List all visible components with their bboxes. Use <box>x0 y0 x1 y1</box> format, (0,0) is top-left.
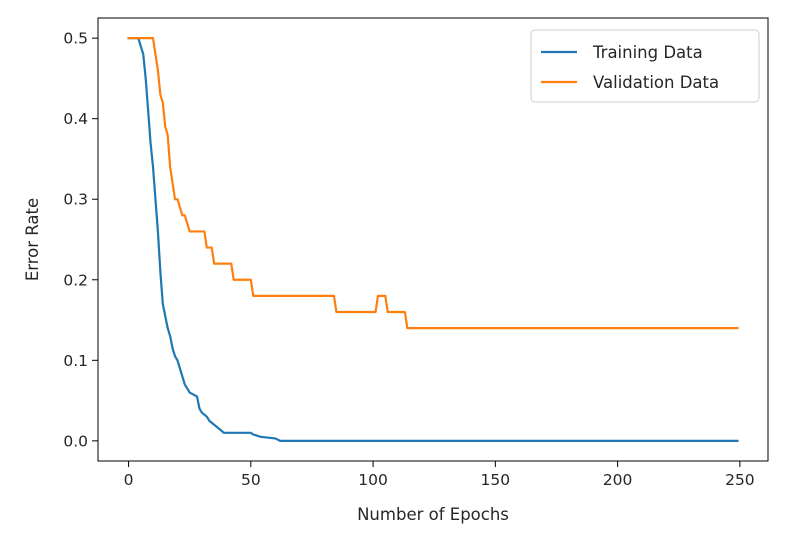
y-tick-label: 0.0 <box>63 432 88 450</box>
y-tick-label: 0.1 <box>63 352 88 370</box>
y-tick-label: 0.4 <box>63 110 88 128</box>
x-tick-label: 50 <box>241 471 261 489</box>
legend-label-training-data: Training Data <box>592 43 703 62</box>
legend: Training Data Validation Data <box>530 29 760 103</box>
y-tick-label: 0.2 <box>63 271 88 289</box>
series-line-validation-data <box>127 37 739 330</box>
y-axis-label: Error Rate <box>23 198 42 281</box>
x-tick-label: 250 <box>725 471 755 489</box>
x-tick-label: 0 <box>124 471 134 489</box>
x-tick-label: 150 <box>481 471 511 489</box>
legend-box <box>530 29 760 103</box>
plot-frame <box>97 17 769 462</box>
axis-ticks: 0 50 100 150 200 250 0.0 0.1 0.2 0.3 0.4 0.5 <box>63 30 754 489</box>
y-tick-label: 0.5 <box>63 30 88 48</box>
x-tick-label: 200 <box>603 471 633 489</box>
plot-lines <box>127 37 739 442</box>
x-tick-label: 100 <box>358 471 388 489</box>
x-axis-label: Number of Epochs <box>357 505 509 524</box>
legend-label-validation-data: Validation Data <box>593 73 719 92</box>
series-line-training-data <box>127 37 739 442</box>
y-tick-label: 0.3 <box>63 191 88 209</box>
